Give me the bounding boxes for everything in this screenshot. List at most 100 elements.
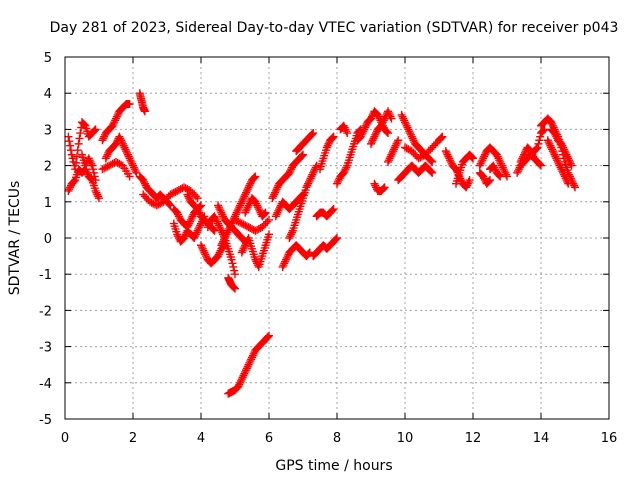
data-point [117, 160, 126, 169]
data-point [426, 167, 435, 176]
data-point [431, 139, 440, 148]
data-point [194, 224, 203, 233]
data-point [196, 221, 205, 230]
data-point [238, 246, 247, 255]
data-point [251, 197, 260, 206]
y-tick-label: -1 [39, 268, 52, 283]
data-point [69, 177, 78, 186]
data-point [389, 145, 398, 154]
data-point [240, 192, 249, 201]
data-point [563, 177, 572, 186]
data-point [275, 205, 284, 214]
data-point [216, 224, 225, 233]
data-point [282, 253, 291, 262]
data-point [564, 179, 573, 188]
x-tick-label: 0 [61, 431, 69, 446]
data-point [239, 220, 248, 229]
data-point [190, 190, 199, 199]
data-point [311, 163, 320, 172]
data-point [409, 136, 418, 145]
data-point [428, 168, 437, 177]
y-tick-label: 3 [44, 123, 52, 138]
data-point [378, 185, 387, 194]
data-point [556, 163, 565, 172]
data-point [194, 206, 203, 215]
data-point [558, 167, 567, 176]
data-point [265, 331, 273, 340]
data-point [298, 151, 307, 160]
data-point [98, 165, 107, 174]
x-tick-label: 6 [265, 431, 273, 446]
data-point [543, 136, 552, 145]
data-point [367, 138, 376, 147]
data-point [287, 165, 296, 174]
data-point [188, 212, 197, 221]
data-point [260, 209, 269, 218]
data-point [242, 186, 251, 195]
data-point [245, 181, 254, 190]
data-point [263, 217, 272, 226]
data-point [404, 125, 413, 134]
data-point [239, 194, 248, 203]
data-point [562, 150, 571, 159]
data-point [480, 150, 489, 159]
data-point [553, 156, 562, 165]
data-point [214, 221, 223, 230]
data-point [331, 235, 340, 244]
data-point [140, 177, 149, 186]
data-point [113, 158, 122, 167]
data-point [416, 153, 425, 162]
data-point [200, 248, 209, 257]
data-point [323, 141, 332, 150]
data-point [533, 143, 542, 152]
data-point [163, 194, 171, 203]
data-point [180, 234, 188, 242]
data-point [89, 165, 98, 174]
data-point [241, 367, 250, 376]
data-point [230, 283, 239, 292]
data-point [540, 125, 549, 134]
data-point [242, 188, 251, 197]
data-point [304, 250, 313, 259]
data-point [98, 136, 107, 145]
data-point [195, 208, 204, 217]
data-point [304, 177, 313, 186]
data-point [89, 168, 98, 177]
data-point [398, 112, 407, 121]
data-point [237, 375, 246, 384]
data-point [254, 205, 263, 214]
data-point [205, 219, 214, 228]
data-point [491, 165, 500, 174]
data-point [329, 132, 338, 141]
data-point [159, 197, 168, 206]
data-point [559, 168, 568, 177]
data-point [393, 138, 402, 147]
data-point [520, 150, 528, 159]
data-point [274, 206, 283, 215]
data-point [495, 156, 504, 165]
data-point [85, 156, 94, 165]
data-point [554, 157, 562, 166]
data-point [527, 148, 536, 157]
data-point [66, 146, 75, 155]
data-point [72, 158, 81, 167]
data-point [571, 183, 579, 192]
data-point [408, 134, 417, 143]
data-point [414, 154, 423, 163]
data-point [126, 156, 135, 165]
data-point [241, 190, 250, 199]
data-point [342, 127, 351, 136]
data-point [359, 127, 368, 136]
data-point [249, 174, 258, 183]
data-point [246, 357, 255, 366]
data-point [500, 167, 509, 176]
data-point [497, 159, 506, 168]
data-point [232, 208, 241, 217]
data-point [228, 259, 237, 268]
data-point [307, 172, 316, 181]
data-point [437, 133, 446, 142]
data-point [273, 183, 282, 192]
data-point [485, 176, 494, 185]
